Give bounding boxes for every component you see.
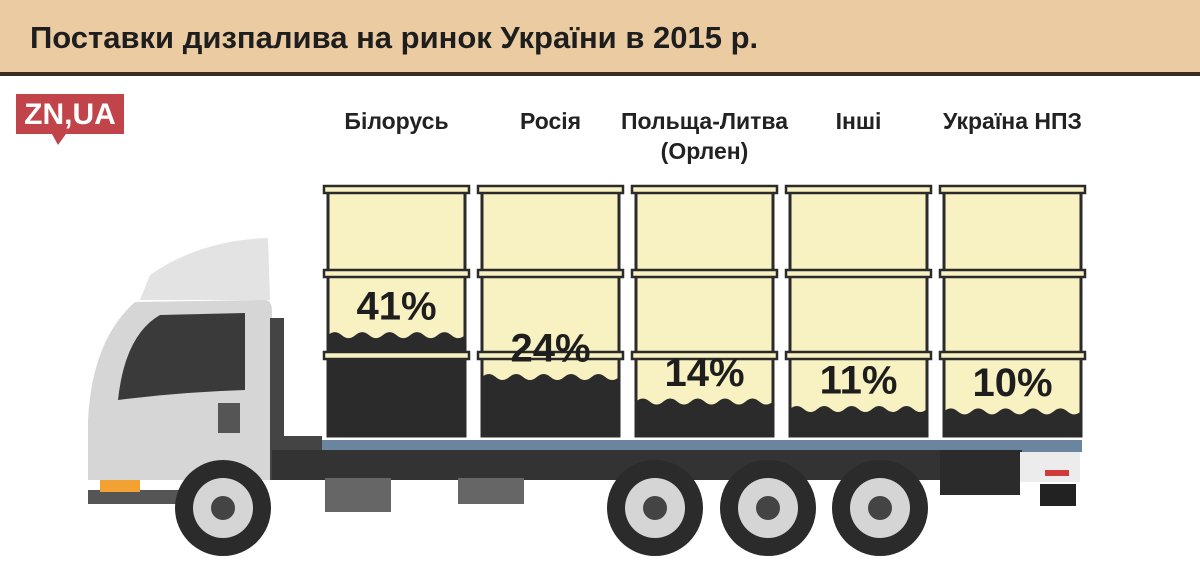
barrel-rim <box>322 268 471 279</box>
barrel-rim <box>322 350 471 361</box>
value-label: 11% <box>820 359 898 403</box>
barrel-body <box>788 188 929 438</box>
barrel-body <box>634 188 775 438</box>
fuel-level <box>944 408 1081 436</box>
category-label: Україна НПЗ <box>943 108 1082 134</box>
category-label: Інші <box>835 108 882 134</box>
value-label: 14% <box>664 351 744 395</box>
value-label: 41% <box>356 285 436 329</box>
barrel-body <box>942 188 1083 438</box>
category-label: Росія <box>519 108 582 134</box>
logo-badge <box>16 94 124 145</box>
header-line <box>0 72 1200 76</box>
barrel-rim <box>476 350 625 361</box>
chart-title: Поставки дизпалива на ринок України в 20… <box>30 20 758 55</box>
truck <box>88 238 1082 556</box>
barrel-rim <box>630 268 779 279</box>
fuel-level <box>328 332 465 436</box>
barrel-rim <box>784 350 933 361</box>
barrel-rim <box>784 184 933 195</box>
logo: ZN,UA <box>24 98 116 131</box>
barrel-rim <box>630 184 779 195</box>
value-label: 24% <box>510 327 590 371</box>
barrel-rim <box>476 268 625 279</box>
fuel-level <box>790 405 927 436</box>
barrel-rim <box>938 350 1087 361</box>
value-label: 10% <box>972 361 1052 405</box>
barrel-rim <box>938 184 1087 195</box>
barrel-rim <box>476 184 625 195</box>
barrel-rim <box>630 350 779 361</box>
barrel-rim <box>322 184 471 195</box>
barrel-rim <box>938 268 1087 279</box>
barrel-rim <box>784 268 933 279</box>
fuel-level <box>636 398 773 436</box>
category-label: Білорусь <box>344 108 449 134</box>
category-label: Польща-Литва (Орлен) <box>620 108 789 164</box>
fuel-level <box>482 373 619 436</box>
header-band <box>0 0 1200 74</box>
